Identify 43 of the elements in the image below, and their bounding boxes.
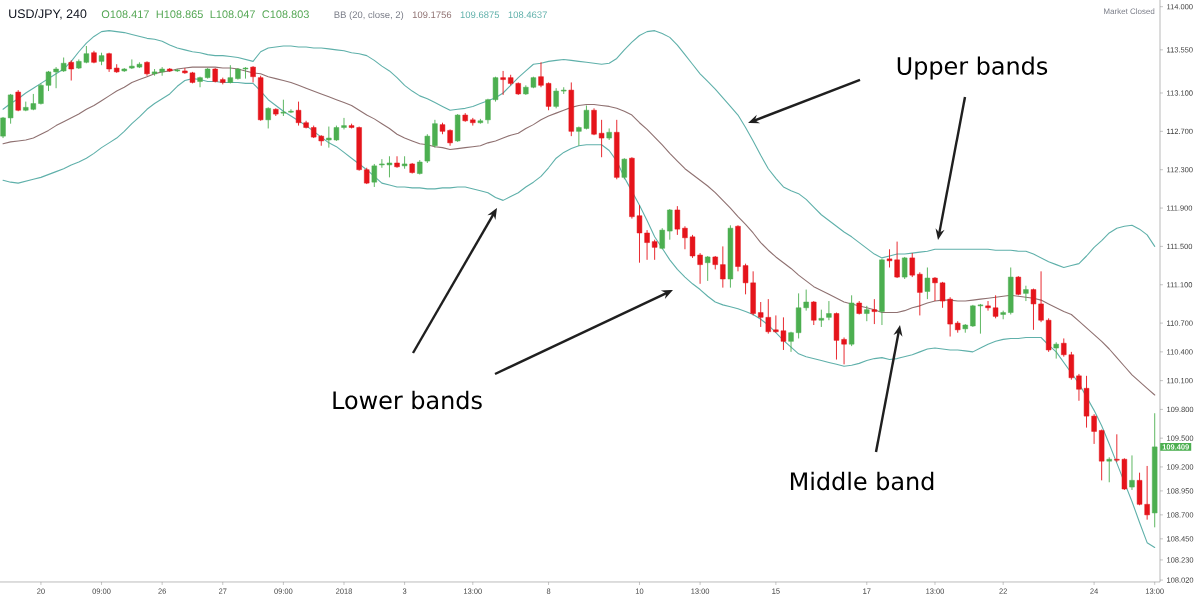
- candlestick: [705, 255, 711, 282]
- candlestick: [1106, 456, 1112, 483]
- candlestick: [1129, 454, 1135, 491]
- annotation: Middle band: [790, 471, 934, 491]
- candlestick: [674, 205, 681, 236]
- candlestick: [432, 119, 438, 149]
- candlestick: [992, 294, 999, 319]
- annotation: 108.4637: [508, 11, 547, 19]
- candlestick: [917, 271, 923, 316]
- candlestick: [7, 93, 14, 125]
- candlestick: [826, 300, 832, 321]
- candlestick: [985, 300, 991, 312]
- annotation: 109.6875: [460, 11, 500, 19]
- candlestick: [924, 267, 931, 300]
- annotation: L108.047: [210, 10, 255, 19]
- annotation: BB (20, close, 2): [334, 11, 404, 20]
- candlestick: [651, 239, 658, 261]
- candlestick: [280, 99, 287, 117]
- annotation: 109.1756: [412, 11, 452, 19]
- candlestick: [811, 300, 817, 326]
- candlestick: [720, 245, 726, 289]
- candlestick: [197, 76, 203, 88]
- candlestick: [667, 208, 673, 241]
- annotation: Upper bands: [897, 56, 1048, 80]
- annotation: O108.417: [101, 10, 149, 19]
- annotation: C108.803: [262, 10, 309, 19]
- candlestick: [341, 117, 347, 130]
- candlestick: [871, 298, 878, 325]
- candlestick: [288, 108, 294, 114]
- candlestick: [621, 157, 628, 180]
- annotation: H108.865: [156, 10, 203, 19]
- candlestick: [500, 70, 506, 96]
- candlestick: [909, 252, 915, 278]
- candlestick: [68, 59, 74, 81]
- candlestick: [591, 107, 597, 136]
- annotation: Lower bands: [333, 390, 482, 410]
- candlestick: [265, 106, 271, 129]
- text: USD/JPY, 240: [9, 8, 87, 20]
- candlestick: [598, 119, 605, 158]
- candlestick: [394, 155, 400, 169]
- candlestick: [1023, 285, 1029, 302]
- candlestick: [553, 87, 559, 109]
- candlestick: [371, 163, 377, 188]
